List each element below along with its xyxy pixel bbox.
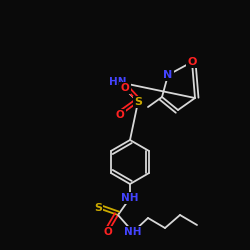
Text: NH: NH <box>121 193 139 203</box>
Text: O: O <box>116 110 124 120</box>
Text: HN: HN <box>109 77 127 87</box>
Text: NH: NH <box>124 227 142 237</box>
Text: N: N <box>164 70 172 80</box>
Text: O: O <box>187 57 197 67</box>
Text: S: S <box>94 203 102 213</box>
Text: O: O <box>120 83 130 93</box>
Text: O: O <box>104 227 112 237</box>
Text: S: S <box>134 97 142 107</box>
